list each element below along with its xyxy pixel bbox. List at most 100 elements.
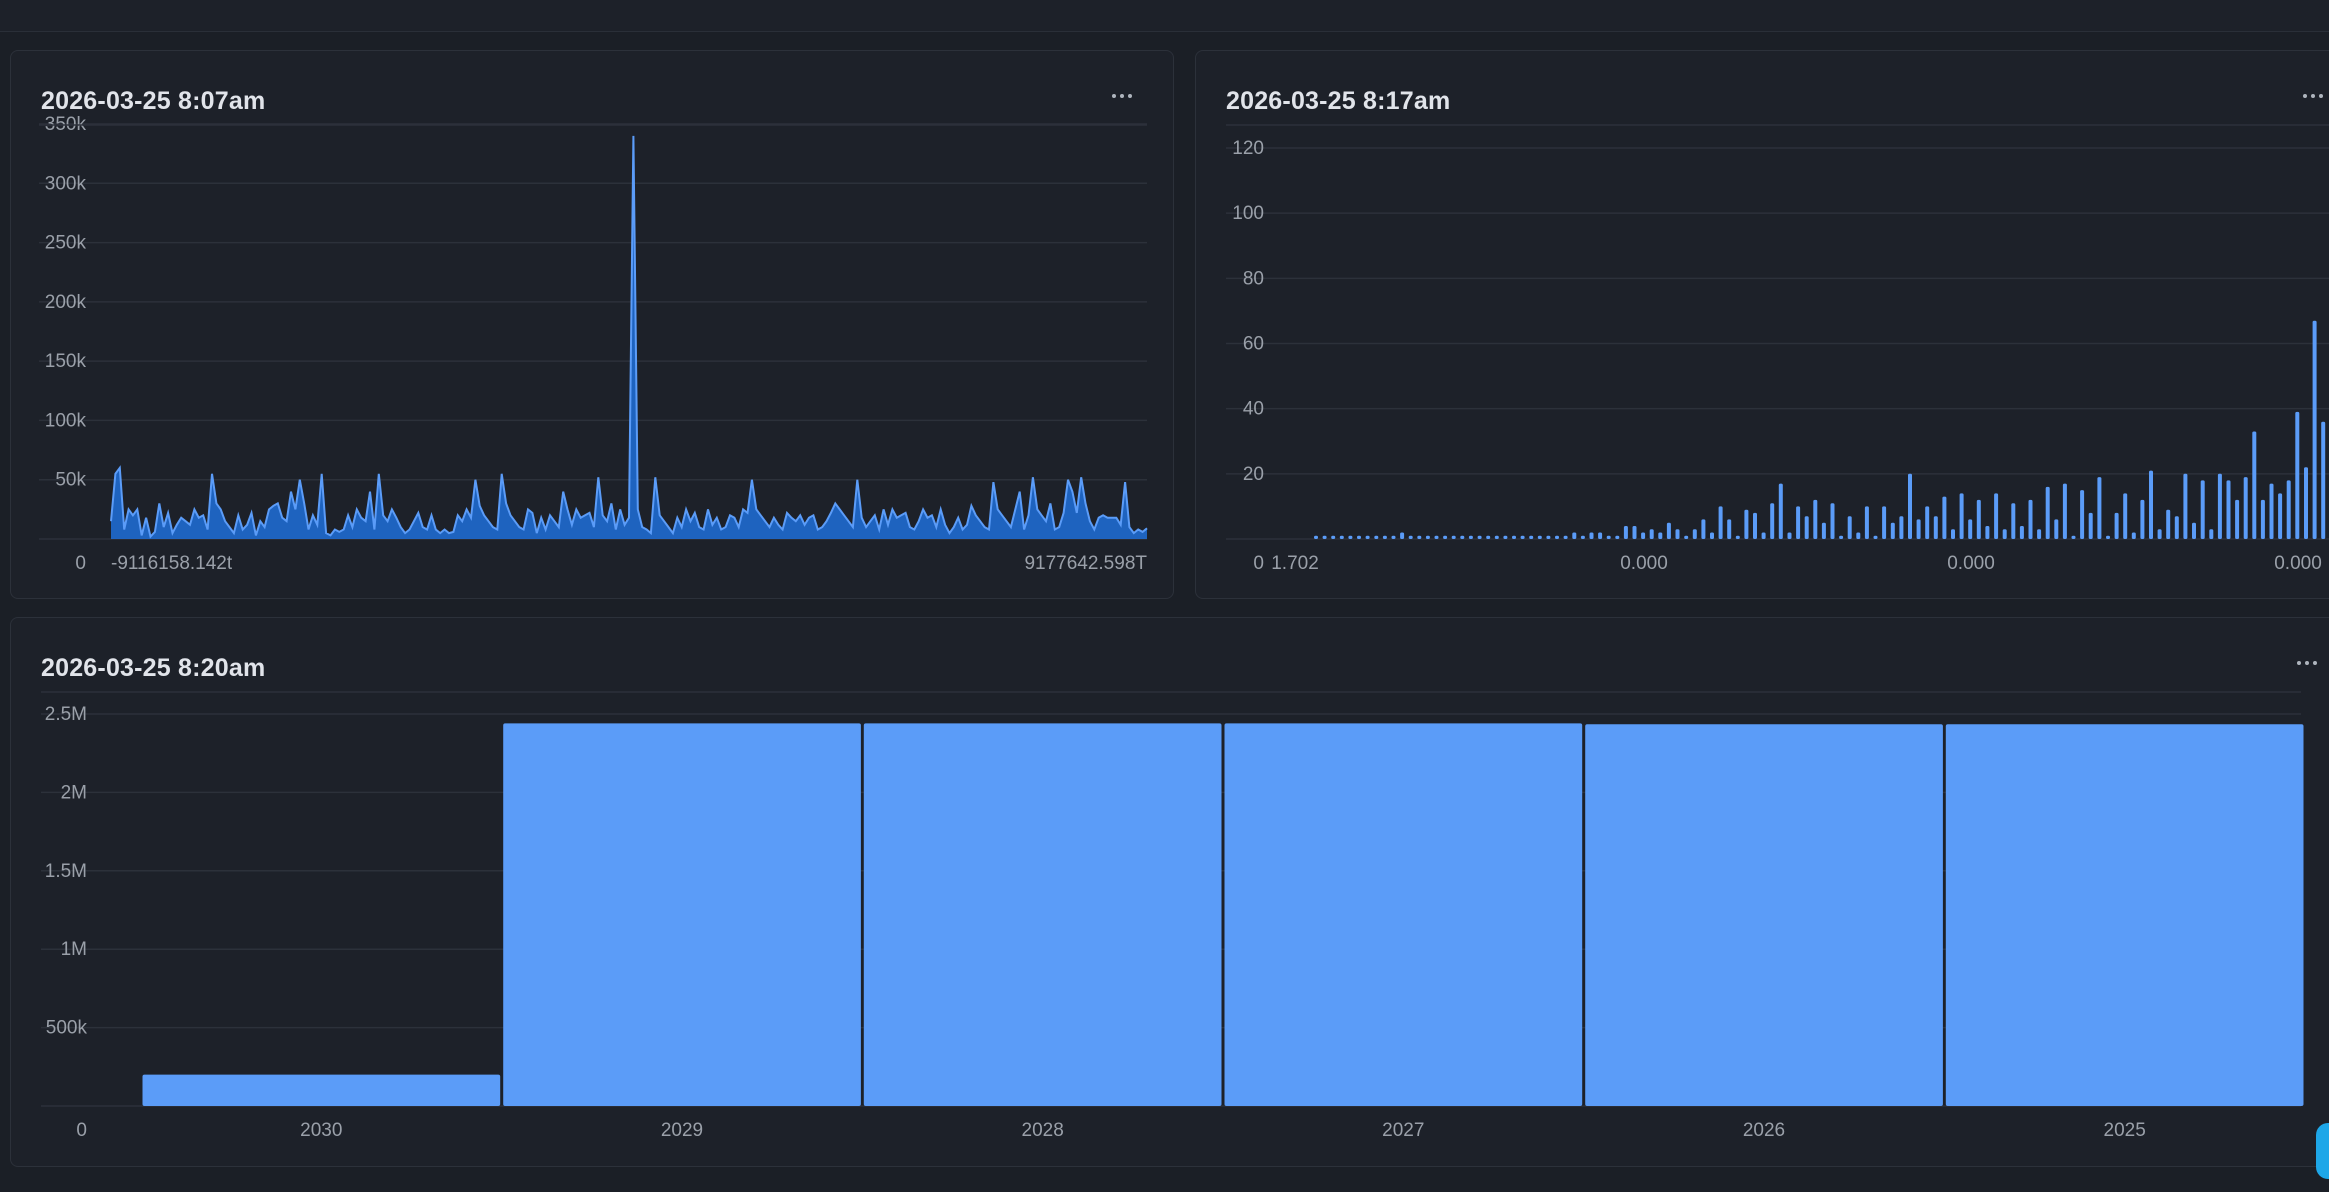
panel-menu-button[interactable] (2296, 81, 2329, 111)
y-tick-label: 80 (1243, 268, 1264, 289)
bar (1959, 493, 1964, 539)
bar (1813, 499, 1818, 539)
y-tick-label: 500k (46, 1018, 88, 1039)
ellipsis-icon (1112, 94, 1132, 98)
bar (1555, 535, 1559, 539)
bar (2200, 480, 2205, 539)
x-tick-label: 2027 (1382, 1120, 1424, 1141)
bar (863, 723, 1222, 1106)
bar (2054, 519, 2059, 539)
bar (1331, 535, 1336, 539)
bar (1649, 529, 1654, 539)
y-tick-label: 0 (76, 1120, 87, 1141)
x-tick-label: 0.000 (1947, 553, 1995, 574)
bar (1778, 483, 1783, 539)
bar (1787, 532, 1792, 539)
bar (1753, 512, 1757, 539)
bar (1985, 526, 1990, 539)
bar (1804, 516, 1809, 539)
help-button[interactable] (2316, 1123, 2329, 1179)
bar (1580, 535, 1585, 539)
bar (1761, 532, 1766, 539)
bar (2243, 477, 2248, 539)
bar (1434, 535, 1439, 539)
bar (2123, 493, 2128, 539)
area-chart: 050k100k150k200k250k300k350k-9116158.142… (39, 114, 1148, 574)
bar (1339, 535, 1344, 539)
x-tick-label: 0.000 (2274, 553, 2322, 574)
bar (2114, 512, 2119, 539)
y-tick-label: 200k (45, 292, 87, 313)
bar (2037, 529, 2042, 539)
bar (1994, 493, 1999, 539)
bar (1675, 529, 1680, 539)
chart-panel-3: 2026-03-25 8:20am 0 500k 1M 1.5M 2M 2.5M 2030 2… (10, 617, 2329, 1167)
bar (1486, 535, 1491, 539)
bar (1477, 535, 1482, 539)
x-tick-label: -9116158.142t (111, 553, 233, 574)
bar (2278, 493, 2283, 539)
bar (1585, 724, 1943, 1106)
panel-title: 2026-03-25 8:20am (41, 654, 266, 682)
chart-panel-1: 2026-03-25 8:07am 0 50k 100k 150k 200k 250k 30… (10, 50, 1174, 599)
bar (1718, 506, 1723, 539)
bar (2019, 526, 2024, 539)
y-tick-label: 0 (75, 553, 86, 574)
ellipsis-icon (2303, 94, 2323, 98)
bar (1821, 522, 1826, 539)
bar (1882, 506, 1887, 539)
bar (1494, 535, 1499, 539)
bar (1701, 519, 1706, 539)
ellipsis-icon (2297, 661, 2317, 665)
panel-menu-button[interactable] (2290, 648, 2324, 678)
bar (1400, 532, 1405, 539)
panel-menu-button[interactable] (1105, 81, 1139, 111)
bar (1692, 529, 1697, 539)
bar (1968, 519, 1973, 539)
bar (2149, 470, 2153, 539)
bar (1925, 506, 1930, 539)
top-bar (0, 0, 2329, 32)
bar (2131, 532, 2136, 539)
area-fill (111, 135, 1147, 539)
bar (1641, 532, 1646, 539)
y-tick-label: 60 (1243, 334, 1264, 355)
bar (2028, 499, 2033, 539)
bar (1710, 532, 1714, 539)
bar (2235, 499, 2240, 539)
y-tick-label: 40 (1243, 399, 1264, 420)
bar (1357, 535, 1361, 539)
bar (1224, 723, 1583, 1106)
bar (1727, 519, 1732, 539)
bar (1606, 535, 1611, 539)
bar (1744, 509, 1749, 539)
bar (1856, 532, 1861, 539)
bar (1908, 473, 1912, 539)
bar (1546, 535, 1551, 539)
bar (1322, 535, 1327, 539)
bar (1864, 506, 1869, 539)
y-tick-label: 0 (1253, 553, 1264, 574)
bar (2312, 320, 2317, 539)
bar (2304, 467, 2308, 539)
chart-panel-2: 2026-03-25 8:17am 0 20 40 60 80 100 120 1.702 0.… (1195, 50, 2329, 599)
series-line (110, 135, 1148, 539)
bar (2166, 509, 2171, 539)
bar (2295, 411, 2300, 539)
bar (1615, 535, 1620, 539)
bar (2071, 535, 2076, 539)
bar (2002, 529, 2007, 539)
bar (2097, 477, 2102, 539)
bar (1589, 532, 1594, 539)
bar (1365, 535, 1370, 539)
bar (1598, 532, 1603, 539)
bar (2140, 499, 2145, 539)
panel-title: 2026-03-25 8:07am (41, 87, 266, 115)
y-tick-label: 2M (61, 782, 87, 803)
bar (1374, 535, 1379, 539)
bar-chart: 0 20 40 60 80 100 120 1.702 0.000 0.000 0.000 (1226, 124, 2329, 574)
x-tick-label: 2028 (1022, 1120, 1064, 1141)
bar (2226, 480, 2231, 539)
y-tick-label: 150k (45, 351, 87, 372)
bar (1796, 506, 1801, 539)
